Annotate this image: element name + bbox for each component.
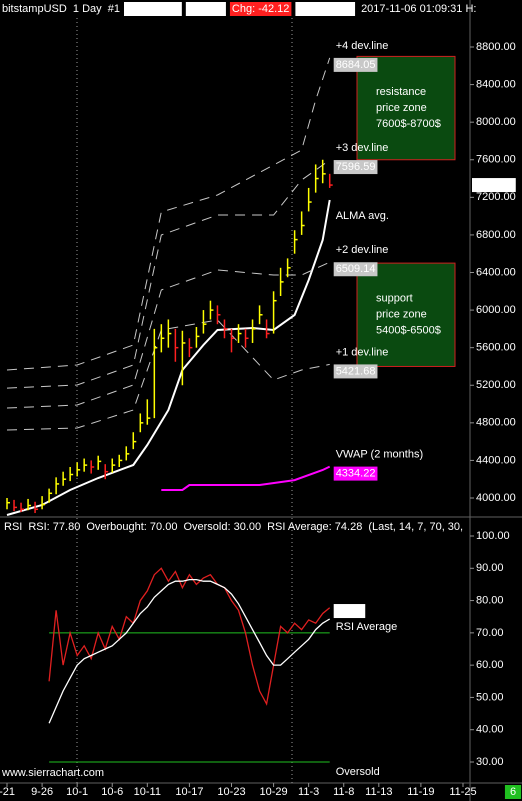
line-name: +4 dev.line bbox=[336, 40, 389, 52]
y-tick-label: 90.00 bbox=[476, 562, 504, 574]
line-name: VWAP (2 months) bbox=[336, 449, 423, 461]
indicator-line bbox=[6, 261, 330, 409]
label-box bbox=[333, 160, 378, 175]
x-tick-label: 11-8 bbox=[333, 786, 354, 798]
x-tick-label: -21 bbox=[0, 786, 15, 798]
zone-text: price zone bbox=[376, 309, 427, 321]
header-field: bitstampUSD 1 Day #1 bbox=[2, 3, 120, 15]
x-tick-label: 10-1 bbox=[66, 786, 88, 798]
y-tick-label: 5200.00 bbox=[476, 379, 516, 391]
y-tick-label: 5600.00 bbox=[476, 342, 516, 354]
y-tick-label: 6400.00 bbox=[476, 266, 516, 278]
price-zone bbox=[356, 55, 456, 161]
y-tick-label: 8000.00 bbox=[476, 116, 516, 128]
label-box bbox=[472, 178, 516, 193]
average-name: RSI Average bbox=[336, 621, 398, 633]
x-tick-label: 9-26 bbox=[31, 786, 53, 798]
label-box bbox=[333, 604, 366, 619]
x-tick-label: 10-17 bbox=[175, 786, 203, 798]
header-field: T: 1370 bbox=[188, 3, 224, 15]
average-value: 74.28 bbox=[336, 605, 364, 617]
indicator-line bbox=[161, 465, 331, 491]
header-field: RSI Average: 74.28 bbox=[267, 521, 362, 533]
indicator-line bbox=[6, 57, 331, 371]
line-value: 7596.59 bbox=[336, 161, 376, 173]
header-field: Chg: -42.12 bbox=[232, 3, 289, 15]
series-line bbox=[48, 578, 331, 724]
header-field: (Last, 14, 7, 70, 30, bbox=[368, 521, 463, 533]
y-tick-label: 60.00 bbox=[476, 659, 504, 671]
series-line bbox=[48, 567, 331, 706]
x-tick-label: 10-6 bbox=[101, 786, 123, 798]
header-field: RSI: 77.80 bbox=[28, 521, 80, 533]
last-price: 7330.60 bbox=[474, 179, 514, 191]
line-name: ALMA avg. bbox=[336, 210, 389, 222]
y-tick-label: 6800.00 bbox=[476, 229, 516, 241]
y-tick-label: 8800.00 bbox=[476, 41, 516, 53]
label-box bbox=[333, 466, 378, 481]
y-tick-label: 4800.00 bbox=[476, 417, 516, 429]
y-tick-label: 7600.00 bbox=[476, 154, 516, 166]
y-tick-label: 8400.00 bbox=[476, 78, 516, 90]
header-field: DChg: 0.00 bbox=[297, 3, 353, 15]
label-box bbox=[333, 364, 378, 379]
current-bar-label: 6 bbox=[510, 786, 516, 798]
y-tick-label: 30.00 bbox=[476, 756, 504, 768]
line-value: 6509.14 bbox=[336, 263, 376, 275]
x-tick-label: 10-23 bbox=[217, 786, 245, 798]
line-value: 5421.68 bbox=[336, 365, 376, 377]
line-name: +2 dev.line bbox=[336, 244, 389, 256]
label-box bbox=[504, 785, 522, 799]
field-box bbox=[295, 2, 356, 16]
x-tick-label: 11-3 bbox=[298, 786, 319, 798]
watermark: www.sierrachart.com bbox=[1, 767, 104, 779]
header-field: RSI bbox=[4, 521, 22, 533]
y-tick-label: 40.00 bbox=[476, 724, 504, 736]
zone-text: price zone bbox=[376, 102, 427, 114]
x-tick-label: 10-11 bbox=[134, 786, 161, 798]
zone-text: resistance bbox=[376, 86, 426, 98]
zone-text: 5400$-6500$ bbox=[376, 325, 441, 337]
field-box bbox=[185, 2, 226, 16]
y-tick-label: 4000.00 bbox=[476, 492, 516, 504]
y-tick-label: 4400.00 bbox=[476, 454, 516, 466]
x-tick-label: 10-29 bbox=[260, 786, 288, 798]
zone-text: support bbox=[376, 293, 413, 305]
header-field: Oversold: 30.00 bbox=[183, 521, 261, 533]
price-zone bbox=[356, 262, 456, 367]
y-tick-label: 6000.00 bbox=[476, 304, 516, 316]
threshold-label: Oversold bbox=[336, 766, 380, 778]
header-field: Overbought: 70.00 bbox=[86, 521, 177, 533]
line-value: 4334.22 bbox=[336, 468, 376, 480]
header-field: C: 7330.60 bbox=[126, 3, 180, 15]
x-tick-label: 11-13 bbox=[365, 786, 392, 798]
indicator-line bbox=[6, 199, 331, 516]
label-box bbox=[333, 262, 378, 277]
indicator-line bbox=[6, 159, 330, 389]
header-field: 2017-11-06 01:09:31 H: bbox=[361, 3, 476, 15]
y-tick-label: 100.00 bbox=[476, 530, 510, 542]
x-tick-label: 11-25 bbox=[449, 786, 476, 798]
y-tick-label: 80.00 bbox=[476, 594, 504, 606]
line-name: +1 dev.line bbox=[336, 346, 389, 358]
field-box bbox=[124, 2, 182, 16]
zone-text: 7600$-8700$ bbox=[376, 118, 441, 130]
y-tick-label: 7200.00 bbox=[476, 191, 516, 203]
line-value: 8684.05 bbox=[336, 59, 376, 71]
field-box bbox=[229, 2, 292, 16]
x-tick-label: 11-19 bbox=[407, 786, 434, 798]
y-tick-label: 70.00 bbox=[476, 627, 504, 639]
indicator-line bbox=[6, 319, 330, 431]
line-name: +3 dev.line bbox=[336, 142, 389, 154]
label-box bbox=[333, 57, 378, 72]
y-tick-label: 50.00 bbox=[476, 691, 504, 703]
